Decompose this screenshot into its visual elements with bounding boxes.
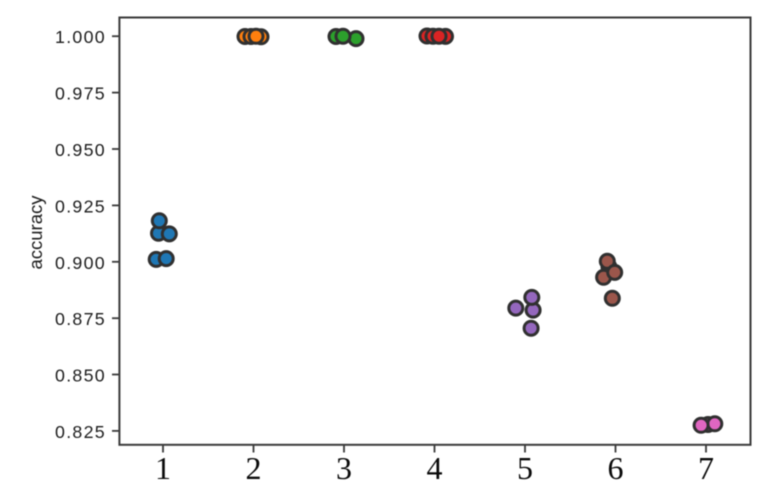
svg-text:0.900: 0.900 xyxy=(55,253,106,273)
svg-text:1: 1 xyxy=(155,450,171,486)
svg-text:4: 4 xyxy=(427,450,443,486)
svg-text:5: 5 xyxy=(517,450,533,486)
svg-text:0.875: 0.875 xyxy=(55,309,106,329)
svg-text:3: 3 xyxy=(336,450,352,486)
svg-text:2: 2 xyxy=(246,450,262,486)
svg-text:7: 7 xyxy=(698,450,714,486)
svg-text:1.000: 1.000 xyxy=(55,27,106,47)
svg-text:accuracy: accuracy xyxy=(25,195,46,270)
svg-text:0.925: 0.925 xyxy=(55,196,106,216)
svg-text:0.975: 0.975 xyxy=(55,84,106,104)
svg-text:0.950: 0.950 xyxy=(55,140,106,160)
svg-text:0.850: 0.850 xyxy=(55,366,106,386)
svg-text:6: 6 xyxy=(608,450,624,486)
svg-text:0.825: 0.825 xyxy=(55,422,106,442)
